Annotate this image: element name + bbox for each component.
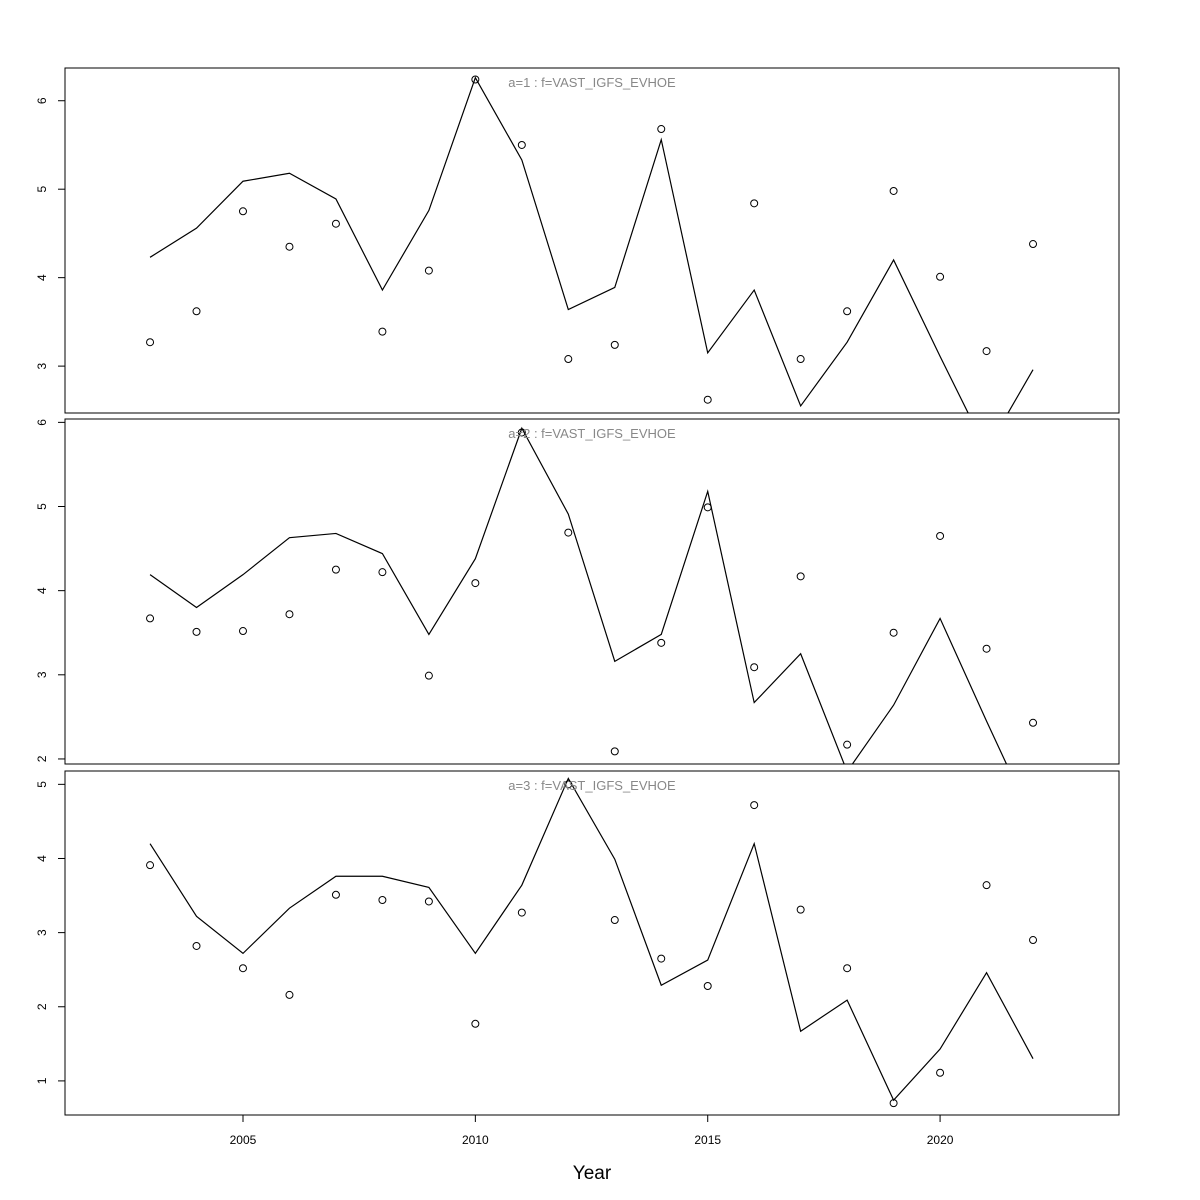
data-point: [936, 272, 945, 281]
data-point: [471, 75, 480, 84]
data-point: [843, 740, 852, 749]
y-tick-label: 1: [35, 1077, 49, 1084]
plot-area: [146, 75, 1038, 413]
data-line: [149, 426, 1008, 764]
x-tick-label: 2010: [462, 1133, 489, 1147]
plot-area: [146, 426, 1038, 764]
data-point: [982, 881, 991, 890]
data-point: [331, 219, 340, 228]
y-tick-label: 3: [35, 362, 49, 369]
data-point: [1029, 718, 1038, 727]
y-tick-label: 5: [35, 781, 49, 788]
data-point: [238, 964, 247, 973]
data-point: [146, 861, 155, 870]
x-tick-label: 2020: [927, 1133, 954, 1147]
data-point: [517, 908, 526, 917]
data-line: [149, 777, 1034, 1102]
data-point: [843, 964, 852, 973]
data-point: [331, 565, 340, 574]
data-point: [424, 266, 433, 275]
data-point: [1029, 936, 1038, 945]
data-point: [517, 140, 526, 149]
panel-title: a=3 : f=VAST_IGFS_EVHOE: [508, 778, 676, 793]
data-point: [657, 125, 666, 134]
data-point: [192, 941, 201, 950]
y-tick-label: 4: [35, 274, 49, 281]
data-point: [238, 207, 247, 216]
data-point: [750, 199, 759, 208]
data-point: [564, 528, 573, 537]
data-point: [378, 896, 387, 904]
data-point: [703, 395, 712, 404]
data-point: [424, 671, 433, 680]
data-point: [982, 347, 991, 356]
y-tick-label: 4: [35, 587, 49, 594]
data-point: [146, 338, 155, 347]
panel-frame: [64, 770, 1120, 1116]
data-point: [610, 340, 619, 349]
data-point: [610, 747, 619, 756]
data-point: [564, 355, 573, 364]
data-point: [889, 186, 898, 195]
panel-frame: [64, 67, 1120, 414]
y-tick-label: 5: [35, 186, 49, 193]
data-point: [285, 242, 294, 251]
data-point: [936, 531, 945, 540]
data-point: [471, 1019, 480, 1028]
data-point: [378, 327, 387, 336]
data-point: [238, 627, 247, 636]
data-point: [610, 916, 619, 925]
data-point: [471, 579, 480, 588]
data-point: [796, 355, 805, 364]
data-point: [703, 982, 712, 990]
data-point: [843, 307, 852, 316]
data-point: [285, 990, 294, 999]
data-point: [657, 954, 666, 963]
data-line: [149, 76, 1034, 413]
data-point: [796, 905, 805, 914]
y-tick-label: 5: [35, 503, 49, 510]
y-tick-label: 6: [35, 419, 49, 426]
data-point: [889, 628, 898, 637]
data-point: [378, 568, 387, 577]
data-point: [982, 644, 991, 653]
data-point: [936, 1068, 945, 1077]
data-point: [285, 610, 294, 619]
y-tick-label: 2: [35, 755, 49, 762]
data-point: [424, 897, 433, 906]
panel-title: a=1 : f=VAST_IGFS_EVHOE: [508, 75, 676, 90]
y-tick-label: 3: [35, 671, 49, 678]
x-tick-label: 2005: [230, 1133, 257, 1147]
data-point: [331, 890, 340, 899]
data-point: [192, 627, 201, 636]
panel-frame: [64, 418, 1120, 765]
y-tick-label: 6: [35, 97, 49, 104]
data-point: [1029, 240, 1038, 249]
x-tick-label: 2015: [694, 1133, 721, 1147]
data-point: [750, 801, 759, 810]
data-point: [146, 614, 155, 623]
x-axis-label: Year: [573, 1163, 612, 1184]
data-point: [192, 307, 201, 316]
data-point: [657, 638, 666, 647]
data-point: [750, 663, 759, 672]
y-tick-label: 2: [35, 1003, 49, 1010]
y-tick-label: 3: [35, 929, 49, 936]
data-point: [796, 572, 805, 581]
plot-area: [146, 777, 1038, 1108]
y-tick-label: 4: [35, 855, 49, 862]
panel-title: a=2 : f=VAST_IGFS_EVHOE: [508, 426, 676, 441]
